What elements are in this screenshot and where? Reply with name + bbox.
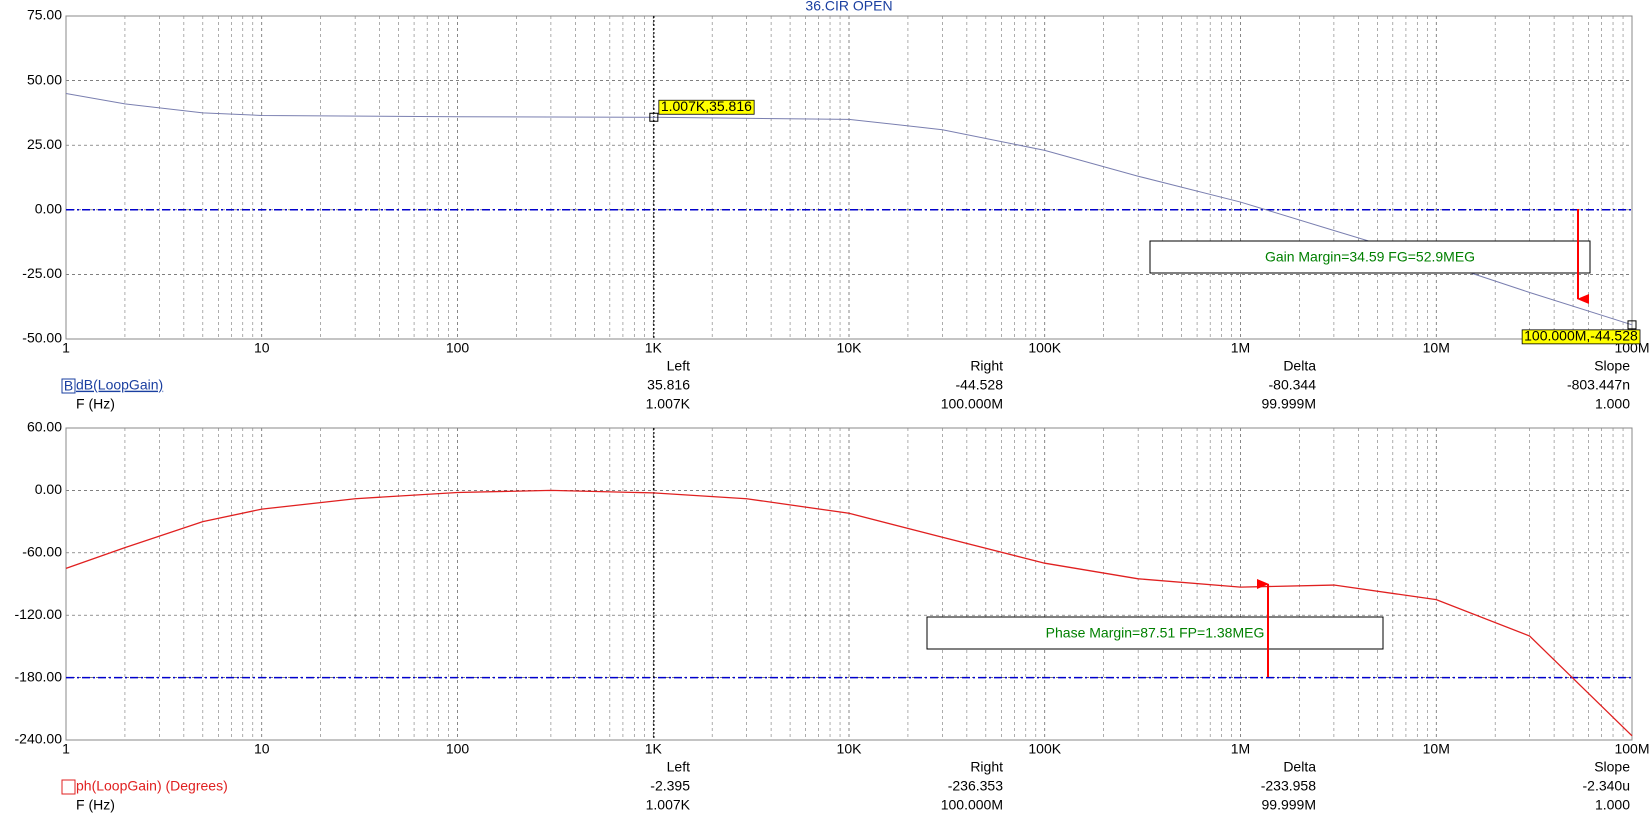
x-tick-label: 100K [1028, 741, 1061, 757]
annotation-box [1149, 240, 1591, 274]
cursor-label-box [658, 99, 755, 115]
x-tick-label: 1M [1231, 741, 1250, 757]
annotation: Gain Margin=34.59 FG=52.9MEG [1265, 249, 1475, 265]
x-tick-label: 1 [62, 741, 70, 757]
readout-header: Right [970, 759, 1003, 775]
trace-symbol-box [61, 779, 76, 795]
x-tick-label: 10M [1423, 741, 1450, 757]
x-tick-label: 1M [1231, 340, 1250, 356]
readout-value: -44.528 [956, 377, 1004, 393]
readout-value: -2.340u [1583, 778, 1630, 794]
trace-name: ph(LoopGain) (Degrees) [76, 778, 228, 794]
readout-header: Right [970, 358, 1003, 374]
trace-symbol: B [64, 378, 73, 394]
axis-name: F (Hz) [76, 396, 115, 412]
trace-line [65, 489, 1633, 737]
readout-value: 100.000M [941, 797, 1003, 813]
readout-value: 99.999M [1262, 396, 1316, 412]
x-tick-label: 10K [837, 340, 863, 356]
readout-value: -233.958 [1261, 778, 1316, 794]
plot-frame [65, 15, 1633, 340]
readout-value: -80.344 [1269, 377, 1317, 393]
y-tick-label: -180.00 [15, 668, 63, 684]
y-tick-label: 50.00 [27, 71, 62, 87]
cursor-point [649, 112, 659, 122]
x-tick-label: 10 [254, 741, 270, 757]
readout-value: 1.000 [1595, 396, 1630, 412]
x-tick-label: 100M [1614, 741, 1649, 757]
y-tick-label: 75.00 [27, 7, 62, 23]
readout-value: 1.000 [1595, 797, 1630, 813]
trace-name: dB(LoopGain) [76, 377, 163, 393]
annotation-box [926, 616, 1384, 650]
readout-value: 35.816 [647, 377, 690, 393]
x-tick-label: 100 [446, 340, 470, 356]
readout-value: -236.353 [948, 778, 1003, 794]
readout-header: Slope [1594, 759, 1630, 775]
readout-header: Delta [1283, 358, 1316, 374]
y-tick-label: 25.00 [27, 136, 62, 152]
cursor-label: 1.007K,35.816 [661, 98, 752, 114]
x-tick-label: 100K [1028, 340, 1061, 356]
x-tick-label: 100 [446, 741, 470, 757]
y-tick-label: 0.00 [35, 201, 62, 217]
readout-header: Slope [1594, 358, 1630, 374]
plot-frame [65, 427, 1633, 741]
y-tick-label: 0.00 [35, 481, 62, 497]
x-tick-label: 1K [645, 340, 663, 356]
x-tick-label: 1 [62, 340, 70, 356]
chart-title: 36.CIR OPEN [805, 0, 892, 14]
cursor-label: 100.000M,-44.528 [1524, 328, 1638, 344]
readout-value: 1.007K [646, 797, 691, 813]
readout-value: 1.007K [646, 396, 691, 412]
y-tick-label: 60.00 [27, 419, 62, 435]
readout-value: -803.447n [1567, 377, 1630, 393]
cursor-point [1627, 320, 1637, 330]
readout-header: Delta [1283, 759, 1316, 775]
cursor-label-box [1521, 329, 1641, 345]
x-tick-label: 10M [1423, 340, 1450, 356]
x-tick-label: 1K [645, 741, 663, 757]
y-tick-label: -60.00 [22, 544, 62, 560]
readout-value: 99.999M [1262, 797, 1316, 813]
readout-header: Left [667, 358, 690, 374]
x-tick-label: 10K [837, 741, 863, 757]
readout-value: 100.000M [941, 396, 1003, 412]
y-tick-label: -120.00 [15, 606, 63, 622]
readout-header: Left [667, 759, 690, 775]
annotation: Phase Margin=87.51 FP=1.38MEG [1046, 625, 1265, 641]
y-tick-label: -25.00 [22, 265, 62, 281]
y-tick-label: -240.00 [15, 731, 63, 747]
readout-value: -2.395 [650, 778, 690, 794]
trace-symbol-box [61, 378, 76, 394]
axis-name: F (Hz) [76, 797, 115, 813]
x-tick-label: 10 [254, 340, 270, 356]
y-tick-label: -50.00 [22, 330, 62, 346]
